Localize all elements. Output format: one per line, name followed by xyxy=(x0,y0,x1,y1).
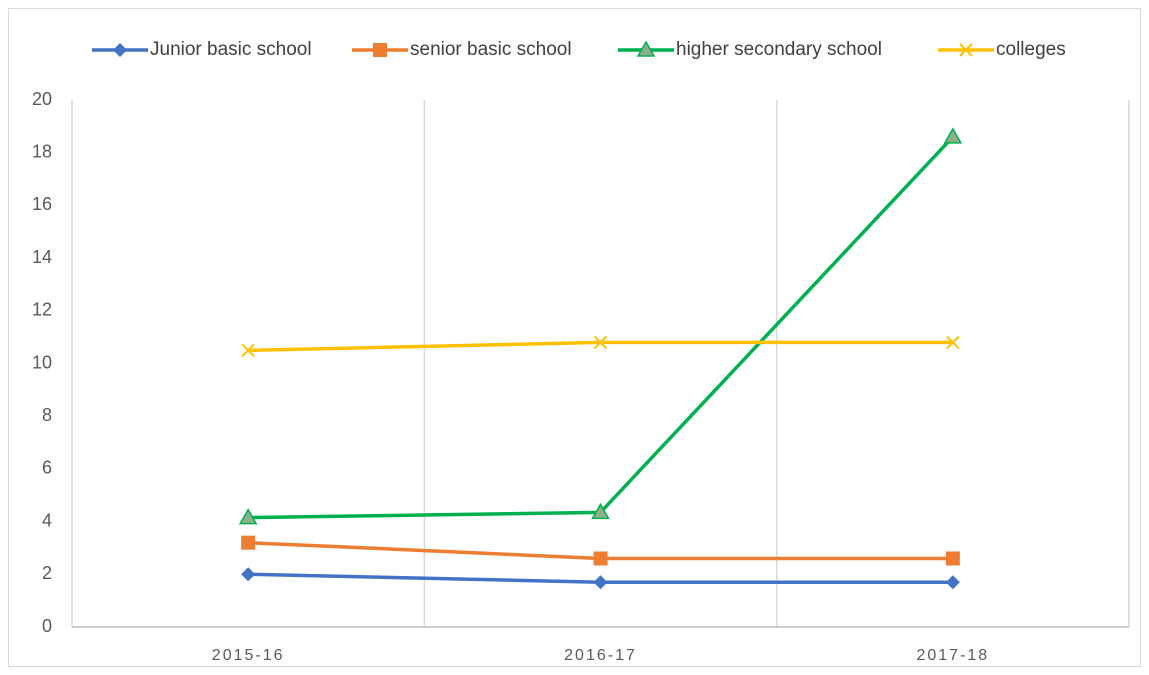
legend-label: colleges xyxy=(996,39,1066,60)
marker xyxy=(241,343,255,358)
marker xyxy=(591,502,610,520)
marker xyxy=(113,43,127,57)
marker xyxy=(945,551,960,566)
marker xyxy=(593,335,608,350)
y-tick-label: 6 xyxy=(42,458,52,478)
x-tick-label: 2015-16 xyxy=(212,647,285,664)
legend-label: higher secondary school xyxy=(676,39,882,60)
marker xyxy=(238,508,258,525)
marker xyxy=(945,575,960,590)
legend-label: senior basic school xyxy=(410,39,572,60)
marker xyxy=(943,127,963,144)
x-tick-label: 2016-17 xyxy=(564,647,637,664)
y-tick-label: 18 xyxy=(32,141,52,161)
marker xyxy=(959,43,973,57)
y-tick-label: 8 xyxy=(42,405,52,425)
y-tick-label: 14 xyxy=(32,247,52,267)
y-tick-label: 12 xyxy=(32,300,52,320)
marker xyxy=(593,575,608,590)
y-tick-label: 16 xyxy=(32,194,52,214)
marker xyxy=(636,40,656,57)
marker xyxy=(373,43,387,57)
x-tick-label: 2017-18 xyxy=(916,647,989,664)
marker xyxy=(593,551,608,566)
y-tick-label: 4 xyxy=(42,510,52,530)
legend-label: Junior basic school xyxy=(150,39,312,60)
y-tick-label: 2 xyxy=(42,563,52,583)
chart-frame xyxy=(8,8,1141,667)
marker xyxy=(241,535,256,550)
marker xyxy=(946,335,960,350)
y-tick-label: 20 xyxy=(32,89,52,109)
y-tick-label: 10 xyxy=(32,352,52,372)
y-tick-label: 0 xyxy=(42,616,52,636)
marker xyxy=(241,567,256,582)
